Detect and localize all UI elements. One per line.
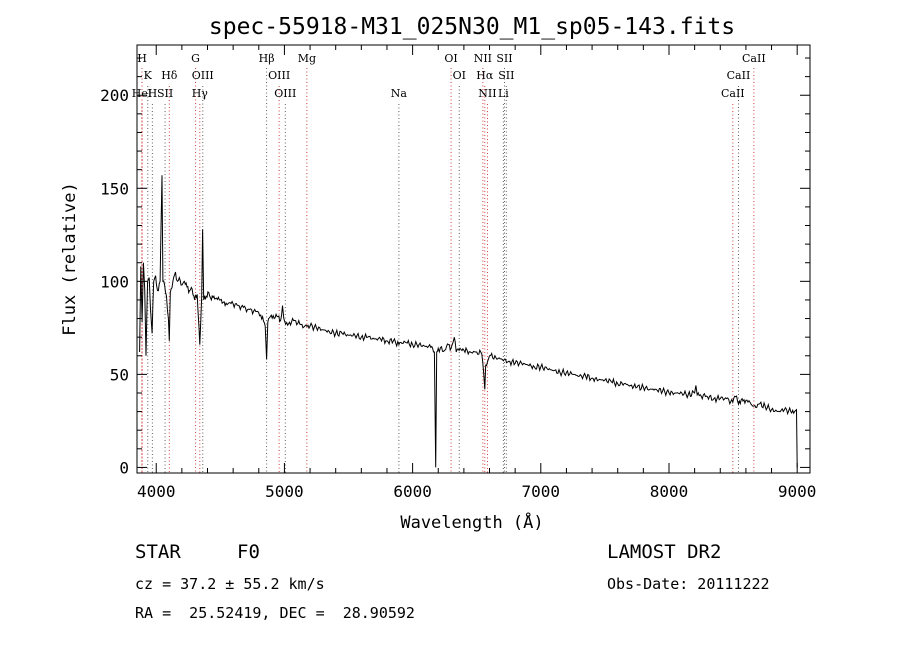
obs-date: Obs-Date: 20111222	[607, 575, 770, 593]
marker-label: OIII	[274, 87, 296, 100]
marker-label: SII	[496, 52, 512, 65]
marker-label: Hδ	[161, 69, 178, 82]
marker-label: OI	[444, 52, 457, 65]
marker-label: Hα	[476, 69, 494, 82]
redshift-readout: cz = 37.2 ± 55.2 km/s	[135, 575, 325, 593]
y-tick-label: 200	[100, 86, 129, 105]
line-markers	[141, 68, 755, 473]
y-tick-label: 50	[110, 365, 129, 384]
x-tick-label: 6000	[393, 482, 432, 501]
marker-label: K	[144, 69, 153, 82]
subclass: F0	[237, 541, 260, 563]
plot-frame	[136, 44, 811, 474]
y-tick-label: 150	[100, 179, 129, 198]
marker-label: NII	[474, 52, 492, 65]
marker-label: Na	[391, 87, 408, 100]
marker-label: CaII	[727, 69, 751, 82]
survey-name: LAMOST DR2	[607, 541, 722, 563]
marker-label: H	[148, 87, 158, 100]
marker-label: Hβ	[259, 52, 275, 65]
marker-label: OIII	[268, 69, 290, 82]
x-axis-ticks: 4000 5000 6000 7000 8000 9000	[137, 45, 816, 501]
marker-label: G	[191, 52, 200, 65]
x-axis-label: Wavelength (Å)	[400, 511, 543, 533]
marker-label: SII	[157, 87, 173, 100]
y-axis-ticks: 0 50 100 150 200	[100, 57, 810, 477]
x-tick-label: 7000	[522, 482, 561, 501]
coordinates: RA = 25.52419, DEC = 28.90592	[135, 604, 415, 622]
marker-label: CaII	[721, 87, 745, 100]
marker-label: Mg	[298, 52, 316, 65]
marker-label: NII	[478, 87, 496, 100]
spectrum-line	[139, 175, 798, 468]
marker-label: SII	[498, 69, 514, 82]
marker-label: OI	[453, 69, 466, 82]
marker-label: Li	[498, 87, 509, 100]
x-tick-label: 5000	[265, 482, 304, 501]
marker-label: OIII	[192, 69, 214, 82]
marker-label: Hγ	[192, 87, 209, 100]
y-tick-label: 100	[100, 272, 129, 291]
marker-label: CaII	[742, 52, 766, 65]
x-tick-label: 4000	[137, 482, 176, 501]
x-tick-label: 8000	[650, 482, 689, 501]
y-axis-label: Flux (relative)	[60, 182, 80, 336]
y-tick-label: 0	[119, 458, 129, 477]
object-class: STAR	[135, 541, 181, 563]
x-tick-label: 9000	[778, 482, 817, 501]
chart-title: spec-55918-M31_025N30_M1_sp05-143.fits	[209, 14, 735, 40]
